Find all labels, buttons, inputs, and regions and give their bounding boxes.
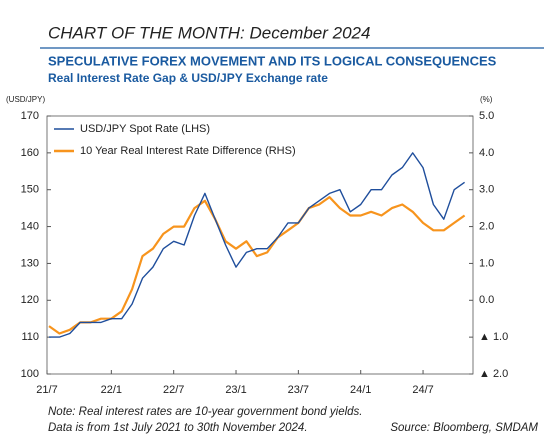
y-tick-label: 120 <box>21 294 39 306</box>
y-tick-label: 130 <box>21 257 39 269</box>
header: CHART OF THE MONTH: December 2024 <box>48 23 370 42</box>
series-line <box>48 196 466 335</box>
y-tick-label: 140 <box>21 220 39 232</box>
note: Data is from 1st July 2021 to 30th Novem… <box>48 422 308 434</box>
chart-title: SPECULATIVE FOREX MOVEMENT AND ITS LOGIC… <box>48 53 497 68</box>
y-tick-label: 150 <box>21 184 39 196</box>
x-tick-label: 22/1 <box>101 384 122 396</box>
y2-tick-label: 1.0 <box>479 257 494 269</box>
legend-label: 10 Year Real Interest Rate Difference (R… <box>80 145 296 157</box>
y2-tick-label: 2.0 <box>479 220 494 232</box>
y2-tick-label: 5.0 <box>479 110 494 122</box>
x-tick-label: 22/7 <box>163 384 184 396</box>
y2-tick-label: 4.0 <box>479 147 494 159</box>
y-tick-label: 160 <box>21 147 39 159</box>
y2-tick-label: ▲ 1.0 <box>479 331 508 343</box>
y2-tick-label: ▲ 2.0 <box>479 368 508 380</box>
chart-subtitle: Real Interest Rate Gap & USD/JPY Exchang… <box>48 71 328 85</box>
x-tick-label: 23/7 <box>288 384 309 396</box>
y-tick-label: 110 <box>21 331 39 343</box>
y-tick-label: 170 <box>21 110 39 122</box>
note: Note: Real interest rates are 10-year go… <box>48 406 363 418</box>
legend-label: USD/JPY Spot Rate (LHS) <box>80 123 210 135</box>
x-tick-label: 21/7 <box>36 384 57 396</box>
y2-tick-label: 0.0 <box>479 294 494 306</box>
y2-tick-label: 3.0 <box>479 184 494 196</box>
plot-frame <box>46 115 474 375</box>
y-tick-label: 100 <box>21 368 39 380</box>
series-line <box>49 152 466 338</box>
x-tick-label: 24/1 <box>350 384 371 396</box>
source: Source: Bloomberg, SMDAM <box>390 422 538 434</box>
x-tick-label: 23/1 <box>225 384 246 396</box>
y2-axis-label: (%) <box>480 95 493 104</box>
x-tick-label: 24/7 <box>412 384 433 396</box>
y-axis-label: (USD/JPY) <box>6 95 45 104</box>
